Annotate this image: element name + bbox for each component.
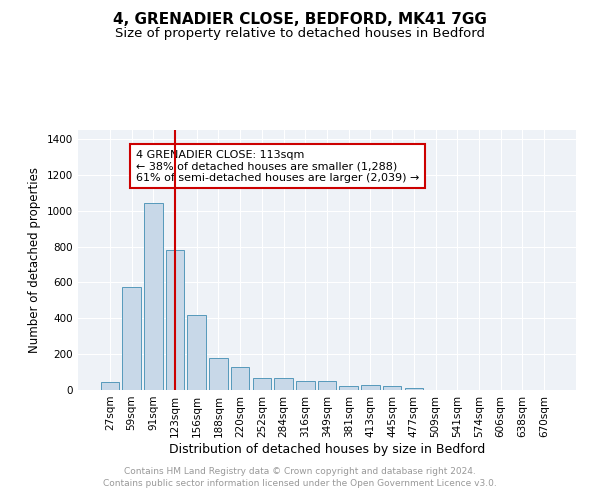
Bar (101, 382, 119, 390)
Bar (122, 288, 141, 390)
Bar (253, 378, 271, 390)
Text: 4 GRENADIER CLOSE: 113sqm
← 38% of detached houses are smaller (1,288)
61% of se: 4 GRENADIER CLOSE: 113sqm ← 38% of detac… (136, 150, 419, 183)
Bar (383, 386, 401, 390)
Bar (209, 358, 227, 390)
Text: 4, GRENADIER CLOSE, BEDFORD, MK41 7GG: 4, GRENADIER CLOSE, BEDFORD, MK41 7GG (113, 12, 487, 28)
Text: Distribution of detached houses by size in Bedford: Distribution of detached houses by size … (169, 442, 485, 456)
Bar (318, 382, 336, 390)
Y-axis label: Number of detached properties: Number of detached properties (28, 167, 41, 353)
Text: Size of property relative to detached houses in Bedford: Size of property relative to detached ho… (115, 28, 485, 40)
Bar (296, 382, 314, 390)
Text: Contains HM Land Registry data © Crown copyright and database right 2024.
Contai: Contains HM Land Registry data © Crown c… (103, 466, 497, 487)
Bar (274, 378, 293, 390)
Bar (166, 250, 184, 390)
Bar (187, 314, 206, 390)
Bar (340, 386, 358, 390)
Bar (231, 366, 250, 390)
Bar (144, 203, 163, 390)
Bar (404, 388, 423, 390)
Bar (361, 385, 380, 390)
